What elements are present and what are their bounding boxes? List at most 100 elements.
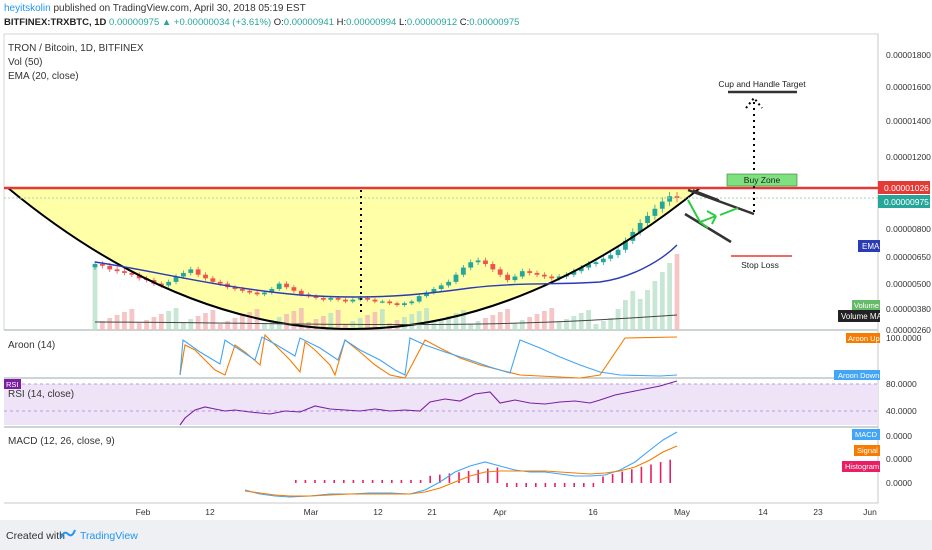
candle-body[interactable] [519, 271, 525, 277]
candle-body[interactable] [460, 267, 466, 275]
tradingview-link[interactable]: TradingView [80, 530, 138, 542]
macd-label[interactable]: MACD (12, 26, close, 9) [8, 436, 115, 447]
candle-body[interactable] [335, 297, 341, 300]
candle-body[interactable] [372, 299, 378, 302]
price-axis[interactable]: 0.00001800 0.00001600 0.00001400 0.00001… [886, 50, 931, 335]
aroon-down-line[interactable] [179, 336, 678, 377]
candle-body[interactable] [387, 301, 393, 304]
candle-body[interactable] [497, 269, 503, 275]
signal-badge-text: Signal [857, 446, 878, 455]
chart-canvas[interactable]: Cup and Handle Target Buy Zone Stop Loss… [0, 0, 932, 520]
signal-line[interactable] [244, 445, 678, 497]
candle-body[interactable] [136, 274, 142, 279]
candle-body[interactable] [586, 264, 591, 268]
candle-body[interactable] [291, 287, 297, 291]
candle-body[interactable] [158, 283, 164, 286]
candle-body[interactable] [313, 296, 319, 298]
ema-line[interactable] [94, 244, 678, 298]
candle-body[interactable] [659, 201, 665, 209]
candle-body[interactable] [409, 301, 415, 304]
candle-body[interactable] [453, 274, 459, 282]
candle-body[interactable] [269, 288, 275, 293]
candle-body[interactable] [254, 292, 260, 295]
time-axis[interactable]: Feb 12 Mar 12 21 Apr 16 May 14 23 Jun [136, 507, 877, 517]
candle-body[interactable] [416, 296, 422, 302]
candle-body[interactable] [541, 274, 547, 277]
buy-zone-box[interactable] [726, 173, 798, 187]
candle-body[interactable] [446, 281, 452, 286]
candle-body[interactable] [623, 240, 628, 250]
candle-body[interactable] [114, 269, 120, 272]
vol-label[interactable]: Vol (50) [8, 57, 43, 68]
candle-body[interactable] [298, 290, 304, 295]
candle-body[interactable] [166, 281, 172, 286]
ema-label[interactable]: EMA (20, close) [8, 71, 79, 82]
candle-body[interactable] [107, 265, 113, 270]
candle-body[interactable] [350, 299, 356, 302]
candle-body[interactable] [424, 292, 429, 297]
volume-bar [328, 313, 334, 330]
cup-curve[interactable] [7, 187, 701, 330]
rsi-label[interactable]: RSI (14, close) [8, 389, 75, 400]
candle-body[interactable] [637, 223, 643, 232]
candle-body[interactable] [129, 272, 135, 275]
candle-body[interactable] [608, 255, 614, 259]
candle-body[interactable] [394, 303, 400, 306]
volume-bar [239, 315, 245, 330]
candle-body[interactable] [549, 276, 555, 279]
candle-body[interactable] [247, 290, 253, 293]
handle-upper-line[interactable] [687, 188, 755, 216]
candle-body[interactable] [195, 269, 201, 275]
candle-body[interactable] [645, 215, 650, 224]
candle-body[interactable] [615, 249, 621, 256]
candle-body[interactable] [92, 264, 98, 268]
candle-body[interactable] [402, 303, 407, 306]
candle-body[interactable] [343, 299, 348, 302]
candle-body[interactable] [210, 278, 216, 282]
candle-body[interactable] [593, 262, 599, 265]
volume-ma-line[interactable] [94, 314, 678, 326]
candle-body[interactable] [438, 285, 444, 289]
candle-body[interactable] [600, 258, 606, 263]
rsi-line[interactable] [179, 380, 678, 426]
candle-body[interactable] [320, 297, 326, 300]
candle-body[interactable] [173, 276, 179, 282]
candle-body[interactable] [276, 283, 282, 289]
candle-body[interactable] [512, 276, 518, 281]
candle-body[interactable] [284, 283, 289, 288]
candle-body[interactable] [181, 272, 186, 277]
candle-body[interactable] [667, 196, 673, 202]
candle-body[interactable] [262, 292, 267, 295]
candle-body[interactable] [217, 281, 223, 284]
aroon-up-line[interactable] [179, 333, 678, 379]
aroon-label[interactable]: Aroon (14) [8, 340, 56, 351]
candle-body[interactable] [674, 196, 680, 199]
candle-body[interactable] [122, 271, 127, 273]
candle-body[interactable] [328, 297, 334, 300]
author-link[interactable]: heyitskolin [4, 3, 51, 14]
candle-body[interactable] [652, 208, 658, 216]
macd-line[interactable] [244, 431, 678, 498]
histogram-bar [333, 480, 335, 483]
candle-body[interactable] [99, 264, 105, 266]
candle-body[interactable] [379, 301, 385, 303]
aroon-down-badge [834, 370, 880, 380]
candle-body[interactable] [505, 274, 510, 281]
arrow-up-path[interactable] [719, 207, 739, 216]
candle-body[interactable] [490, 264, 496, 270]
last-price-badge [878, 195, 930, 208]
candle-body[interactable] [239, 288, 245, 291]
candle-body[interactable] [468, 262, 474, 268]
candle-body[interactable] [571, 271, 577, 275]
candle-body[interactable] [203, 274, 208, 279]
candle-body[interactable] [365, 297, 370, 300]
candle-body[interactable] [188, 269, 194, 273]
candle-body[interactable] [232, 287, 238, 289]
candle-body[interactable] [527, 271, 533, 273]
candle-body[interactable] [578, 267, 584, 272]
candle-body[interactable] [475, 260, 481, 263]
candle-body[interactable] [534, 272, 540, 275]
candle-body[interactable] [556, 276, 562, 279]
candle-body[interactable] [483, 260, 488, 265]
candle-body[interactable] [431, 288, 437, 293]
